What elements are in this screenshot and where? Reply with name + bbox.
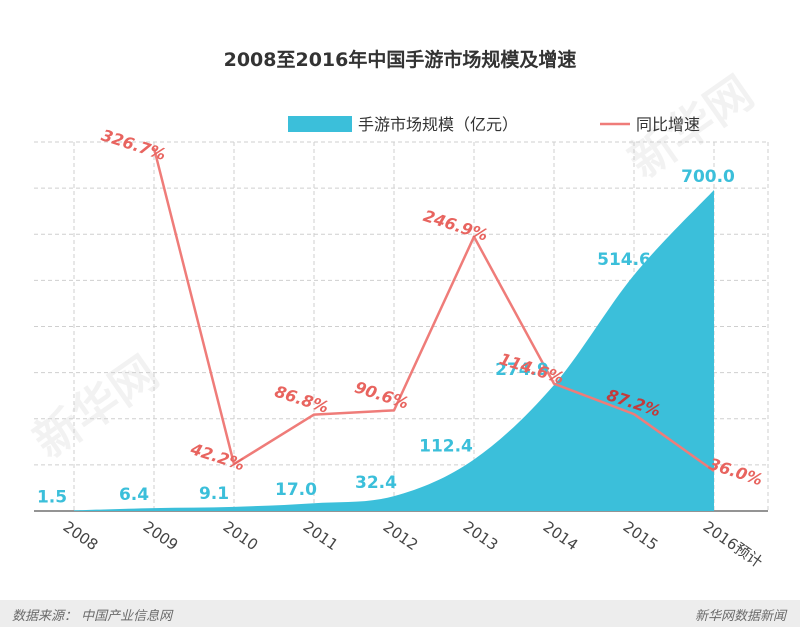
growth-rate-label-2011: 86.8% <box>272 382 331 417</box>
growth-rate-label-2012: 90.6% <box>352 377 411 412</box>
market-size-label-2008: 1.5 <box>37 487 67 507</box>
brand-credit: 新华网数据新闻 <box>694 609 786 624</box>
growth-rate-label-2009: 326.7% <box>99 125 168 164</box>
x-tick-label-2008: 2008 <box>60 518 102 555</box>
x-tick-label-2009: 2009 <box>140 518 182 555</box>
data-source: 数据来源： 中国产业信息网 <box>12 609 173 624</box>
growth-rate-label-2014: 114.6% <box>497 349 566 388</box>
legend-label-growth-rate: 同比增速 <box>636 115 700 134</box>
market-size-area <box>74 190 714 511</box>
market-size-area-shape <box>74 190 714 511</box>
x-tick-label-2015: 2015 <box>620 518 662 555</box>
x-tick-label-2011: 2011 <box>300 518 342 555</box>
x-tick-label-2014: 2014 <box>540 518 582 555</box>
legend-swatch-market-size <box>288 116 352 132</box>
market-size-label-2012: 32.4 <box>355 473 397 493</box>
chart-title: 2008至2016年中国手游市场规模及增速 <box>224 48 577 71</box>
watermark-text-1: 新华网 <box>24 345 168 468</box>
x-axis: 2008 2009 2010 2011 2012 2013 2014 2015 2016预计 <box>60 518 766 572</box>
x-tick-label-2013: 2013 <box>460 518 502 555</box>
x-tick-label-2016预计: 2016预计 <box>700 518 766 572</box>
growth-rate-label-2010: 42.2% <box>187 439 247 475</box>
footer-bar: 数据来源： 中国产业信息网 新华网数据新闻 <box>0 600 800 627</box>
growth-rate-line <box>152 147 715 473</box>
growth-rate-label-2013: 246.9% <box>421 206 490 245</box>
market-size-label-2011: 17.0 <box>275 480 317 500</box>
market-size-label-2015: 514.6 <box>597 250 651 270</box>
market-size-label-2014: 274.9 <box>495 360 549 380</box>
market-size-label-2010: 9.1 <box>199 484 229 504</box>
market-size-label-2009: 6.4 <box>119 485 149 505</box>
legend-label-market-size: 手游市场规模（亿元） <box>358 115 518 134</box>
x-tick-label-2012: 2012 <box>380 518 422 555</box>
legend: 手游市场规模（亿元） 同比增速 <box>288 115 700 134</box>
growth-rate-label-2016预计: 36.0% <box>706 454 765 489</box>
x-tick-label-2010: 2010 <box>220 518 262 555</box>
market-size-label-2016预计: 700.0 <box>681 167 735 187</box>
growth-rate-polyline <box>152 147 715 473</box>
market-size-label-2013: 112.4 <box>419 436 473 456</box>
